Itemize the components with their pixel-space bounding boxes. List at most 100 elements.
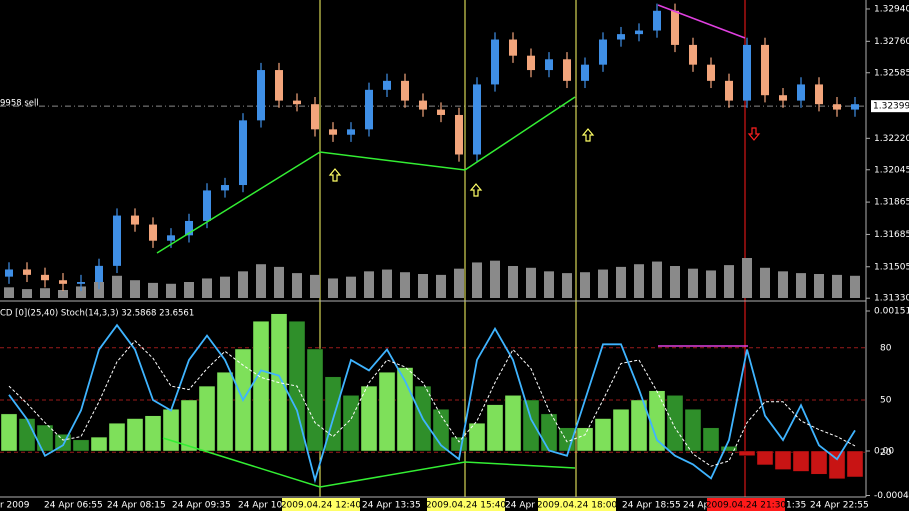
volume-bar bbox=[598, 269, 608, 298]
histogram-bar bbox=[126, 418, 144, 452]
candle-body bbox=[311, 104, 319, 130]
signal-arrows bbox=[328, 127, 761, 197]
candle-body bbox=[725, 80, 733, 101]
histogram-bar bbox=[720, 446, 738, 452]
histogram-bar bbox=[612, 409, 630, 452]
histogram-bar bbox=[792, 450, 810, 472]
candle-body bbox=[365, 89, 373, 130]
histogram-bar bbox=[522, 399, 540, 452]
volume-bar bbox=[544, 271, 554, 298]
candle-body bbox=[77, 282, 85, 284]
histogram-bar bbox=[738, 450, 756, 456]
histogram-bar bbox=[504, 395, 522, 452]
histogram-bar bbox=[684, 409, 702, 452]
histogram-layer bbox=[0, 313, 864, 480]
candle-body bbox=[689, 44, 697, 65]
volume-bar bbox=[274, 266, 284, 298]
volume-bar bbox=[436, 274, 446, 298]
candle-body bbox=[149, 224, 157, 241]
histogram-bar bbox=[252, 320, 270, 452]
volume-bar bbox=[112, 275, 122, 298]
volume-bar bbox=[652, 261, 662, 298]
volume-bar bbox=[778, 271, 788, 298]
candle-body bbox=[581, 64, 589, 81]
volume-bar bbox=[454, 268, 464, 298]
volume-bar bbox=[850, 275, 860, 298]
volume-bar bbox=[760, 267, 770, 298]
candle-body bbox=[617, 34, 625, 40]
candle-body bbox=[95, 265, 103, 283]
histogram-bar bbox=[342, 395, 360, 452]
x-tick-label: 24 Apr 10:5 bbox=[238, 501, 291, 511]
histogram-bar bbox=[18, 418, 36, 452]
x-tick-label: 24 Apr 2 bbox=[683, 501, 721, 511]
y-tick-label: 1.32045 bbox=[874, 165, 909, 175]
histogram-bar bbox=[108, 422, 126, 452]
volume-bar bbox=[832, 274, 842, 298]
marker-label-box bbox=[707, 498, 785, 511]
volume-bar bbox=[256, 264, 266, 298]
y-tick-label: 1.31505 bbox=[874, 262, 909, 272]
candle-body bbox=[797, 84, 805, 101]
candle-body bbox=[113, 215, 121, 266]
volume-bar bbox=[94, 282, 104, 298]
histogram-bar bbox=[594, 418, 612, 452]
y2-tick-label: 20 bbox=[880, 448, 892, 458]
stoch-main-line bbox=[8, 323, 856, 484]
indicator-trend-line bbox=[162, 437, 576, 488]
price-divergence-line bbox=[657, 4, 746, 39]
histogram-bar bbox=[702, 427, 720, 452]
down-arrow bbox=[747, 127, 761, 141]
candle-body bbox=[563, 59, 571, 81]
histogram-bar bbox=[576, 427, 594, 452]
volume-bar bbox=[634, 264, 644, 298]
candle-body bbox=[527, 55, 535, 71]
candle-body bbox=[347, 129, 355, 135]
histogram-bar bbox=[378, 371, 396, 452]
candle-body bbox=[185, 220, 193, 236]
histogram-bar bbox=[216, 371, 234, 452]
y-tick-label: 1.31685 bbox=[874, 230, 909, 240]
y-tick-label: -0.00048 bbox=[874, 491, 909, 501]
histogram-bar bbox=[810, 450, 828, 475]
marker-label: 2009.04.24 21:30 bbox=[706, 501, 787, 511]
histogram-bar bbox=[450, 436, 468, 452]
volume-bar bbox=[40, 288, 50, 298]
volume-bar bbox=[562, 273, 572, 298]
candle-body bbox=[293, 100, 301, 105]
histogram-bar bbox=[360, 385, 378, 452]
volume-bar bbox=[490, 260, 500, 298]
candle-body bbox=[473, 84, 481, 155]
y-tick-label: 1.32760 bbox=[874, 37, 909, 47]
volume-bar bbox=[508, 266, 518, 298]
candle-body bbox=[257, 70, 265, 121]
histogram-bar bbox=[486, 404, 504, 452]
candle-body bbox=[41, 274, 49, 281]
volume-layer bbox=[4, 258, 860, 298]
volume-bar bbox=[130, 280, 140, 298]
y-tick-label: 1.32940 bbox=[874, 4, 909, 14]
volume-bar bbox=[814, 274, 824, 298]
volume-bar bbox=[580, 272, 590, 298]
candle-body bbox=[23, 269, 31, 275]
candle-body bbox=[491, 39, 499, 85]
volume-bar bbox=[220, 276, 230, 298]
candle-body bbox=[707, 64, 715, 81]
candle-body bbox=[635, 30, 643, 35]
x-tick-label: r 2009 bbox=[0, 501, 30, 511]
marker-label: 2009.04.24 18:00 bbox=[537, 501, 618, 511]
volume-bar bbox=[400, 272, 410, 298]
volume-bar bbox=[616, 266, 626, 298]
marker-label: 2009.04.24 12:40 bbox=[281, 501, 362, 511]
candle-body bbox=[671, 10, 679, 45]
histogram-bar bbox=[144, 415, 162, 452]
candle-body bbox=[545, 59, 553, 71]
x-tick-label: 24 Apr 06:55 bbox=[44, 501, 103, 511]
candle-body bbox=[851, 104, 859, 110]
marker-label-box bbox=[538, 498, 616, 511]
volume-bar bbox=[328, 278, 338, 298]
marks-layer bbox=[5, 3, 859, 484]
candle-body bbox=[599, 39, 607, 65]
indicator-title: CD [0](25,40) Stoch(14,3,3) 32.5868 23.6… bbox=[0, 309, 194, 319]
volume-bar bbox=[238, 271, 248, 298]
